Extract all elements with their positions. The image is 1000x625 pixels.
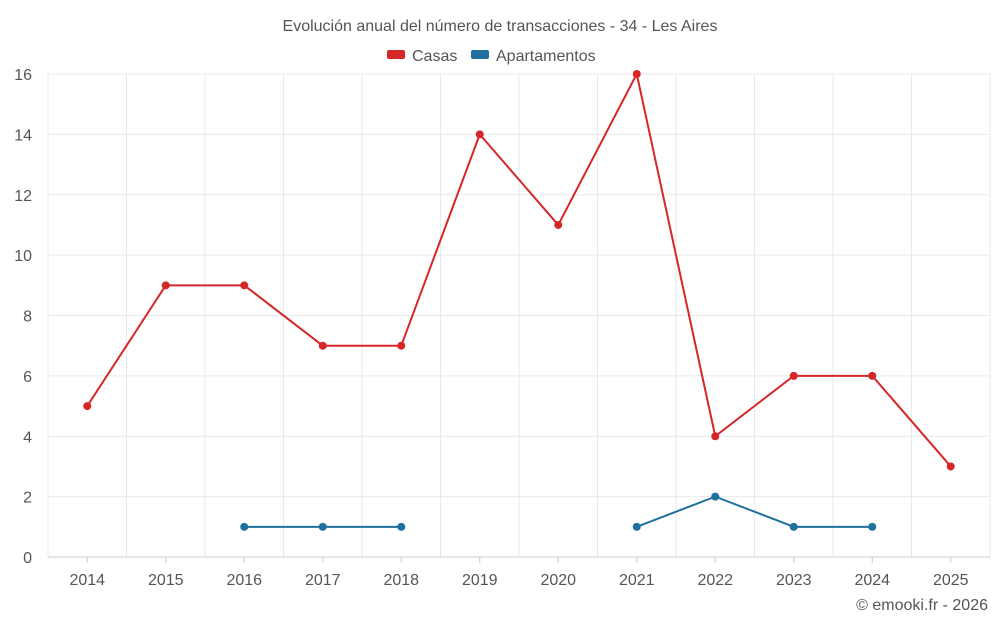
x-tick-label: 2014 <box>69 572 105 589</box>
series-line-apartamentos <box>244 495 873 528</box>
x-tick-label: 2016 <box>226 572 262 589</box>
data-point-casas-2016[interactable] <box>240 281 249 290</box>
data-point-apartamentos-2016[interactable] <box>240 522 249 531</box>
x-tick-label: 2015 <box>148 572 184 589</box>
data-point-casas-2020[interactable] <box>554 220 563 229</box>
chart-title: Evolución anual del número de transaccio… <box>283 18 718 35</box>
data-point-apartamentos-2024[interactable] <box>868 522 877 531</box>
y-tick-label: 2 <box>23 490 32 507</box>
x-tick-label: 2025 <box>933 572 969 589</box>
x-tick-label: 2024 <box>854 572 890 589</box>
series-layer <box>83 70 955 531</box>
y-tick-label: 4 <box>23 429 32 446</box>
data-point-casas-2014[interactable] <box>83 402 92 411</box>
x-tick-label: 2021 <box>619 572 655 589</box>
y-tick-label: 10 <box>14 248 32 265</box>
y-tick-label: 16 <box>14 67 32 84</box>
legend: Casas Apartamentos <box>387 48 596 65</box>
series-apartamentos <box>240 492 877 531</box>
data-point-apartamentos-2023[interactable] <box>789 522 798 531</box>
y-tick-label: 8 <box>23 309 32 326</box>
x-tick-label: 2022 <box>697 572 733 589</box>
legend-label-apartamentos: Apartamentos <box>496 48 596 65</box>
data-point-casas-2023[interactable] <box>789 371 798 380</box>
series-line-casas <box>86 73 952 468</box>
x-tick-label: 2019 <box>462 572 498 589</box>
x-axis: 2014 2015 2016 2017 2018 2019 2020 2021 2022 2023… <box>48 556 990 589</box>
legend-item-apartamentos[interactable]: Apartamentos <box>471 48 596 65</box>
data-point-casas-2022[interactable] <box>711 432 720 441</box>
grid <box>47 73 991 557</box>
legend-swatch-apartamentos <box>471 50 489 59</box>
credit-text: © emooki.fr - 2026 <box>856 597 988 614</box>
legend-label-casas: Casas <box>412 48 457 65</box>
legend-item-casas[interactable]: Casas <box>387 48 457 65</box>
data-point-apartamentos-2017[interactable] <box>318 522 327 531</box>
data-point-casas-2018[interactable] <box>397 341 406 350</box>
data-point-apartamentos-2021[interactable] <box>632 522 641 531</box>
series-casas <box>83 70 955 471</box>
y-tick-label: 6 <box>23 369 32 386</box>
data-point-casas-2017[interactable] <box>318 341 327 350</box>
x-tick-label: 2020 <box>540 572 576 589</box>
data-point-casas-2021[interactable] <box>632 70 641 78</box>
data-point-apartamentos-2018[interactable] <box>397 522 406 531</box>
data-point-casas-2024[interactable] <box>868 371 877 380</box>
x-tick-label: 2017 <box>305 572 341 589</box>
legend-swatch-casas <box>387 50 405 59</box>
data-point-casas-2015[interactable] <box>161 281 170 290</box>
y-axis: 0 2 4 6 8 10 12 14 16 <box>14 67 32 567</box>
x-tick-label: 2023 <box>776 572 812 589</box>
data-point-casas-2019[interactable] <box>475 130 484 139</box>
y-tick-label: 14 <box>14 127 32 144</box>
data-point-casas-2025[interactable] <box>946 462 955 471</box>
y-tick-label: 12 <box>14 188 32 205</box>
x-tick-label: 2018 <box>383 572 419 589</box>
y-tick-label: 0 <box>23 550 32 567</box>
data-point-apartamentos-2022[interactable] <box>711 492 720 501</box>
